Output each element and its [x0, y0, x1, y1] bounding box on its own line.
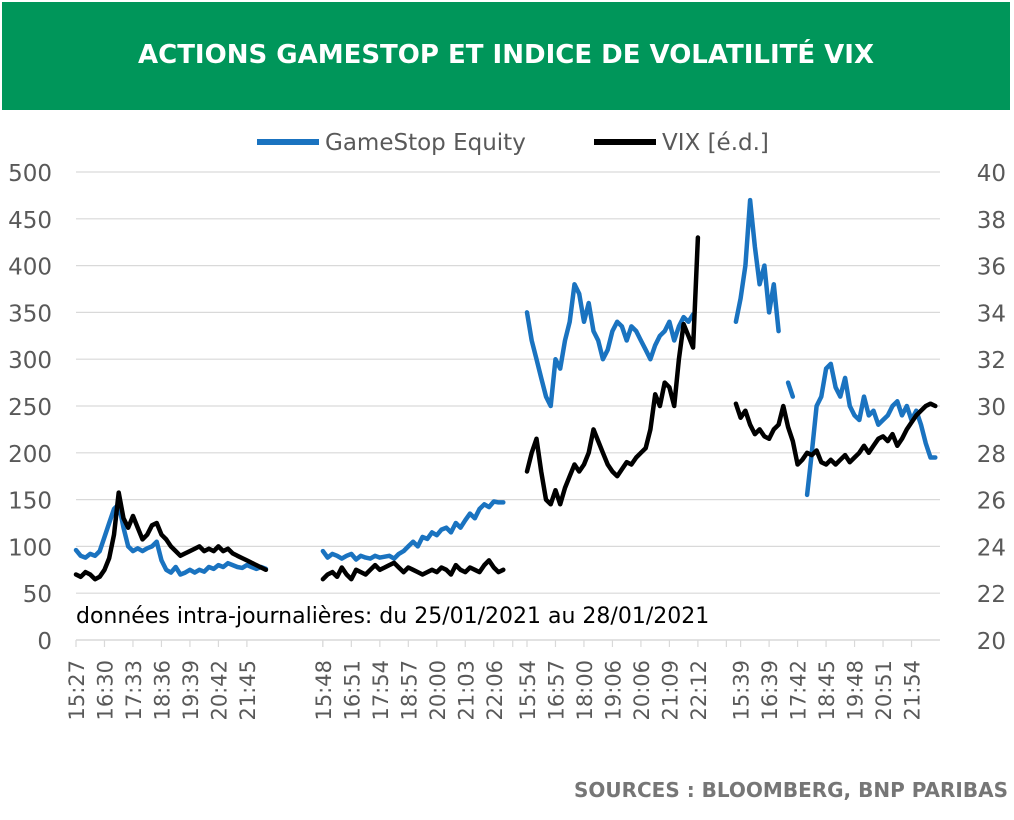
- x-tick-label: 21:45: [236, 660, 260, 721]
- y-right-tick-label: 36: [977, 255, 1006, 281]
- x-tick-label: 18:36: [150, 660, 174, 721]
- x-tick-label: 15:39: [730, 660, 754, 721]
- series-line-vix: [524, 235, 701, 507]
- y-right-tick-label: 28: [977, 442, 1006, 468]
- y-right-tick-label: 24: [977, 535, 1006, 561]
- series-line-gamestop: [804, 361, 938, 498]
- y-left-tick-label: 100: [8, 535, 52, 561]
- y-right-tick-label: 34: [977, 301, 1006, 327]
- x-tick-label: 15:54: [516, 660, 540, 721]
- x-tick-label: 19:06: [601, 660, 625, 721]
- x-tick-label: 16:30: [93, 660, 117, 721]
- sources-note: SOURCES : BLOOMBERG, BNP PARIBAS: [573, 778, 1008, 802]
- x-tick-label: 15:48: [312, 660, 336, 721]
- x-tick-label: 16:57: [544, 660, 568, 721]
- y-left-tick-label: 400: [8, 255, 52, 281]
- legend-gamestop-label: GameStop Equity: [325, 130, 526, 156]
- y-right-tick-label: 30: [977, 395, 1006, 421]
- axes: 0 50 100 150 200 250 300 350 400 450 500 20 22 24 26 28…: [8, 161, 1006, 721]
- x-tick-label: 16:39: [758, 660, 782, 721]
- series-line-gamestop: [524, 282, 696, 409]
- legend: GameStop Equity VIX [é.d.]: [257, 130, 769, 156]
- x-tick-label: 20:42: [207, 660, 231, 721]
- x-tick-label: 20:51: [872, 660, 896, 721]
- y-left-tick-label: 0: [37, 629, 52, 655]
- x-tick-label: 22:12: [687, 660, 711, 721]
- x-tick-label: 21:09: [658, 660, 682, 721]
- x-tick-label: 21:03: [454, 660, 478, 721]
- x-tick-label: 21:54: [901, 660, 925, 721]
- x-tick-label: 18:00: [573, 660, 597, 721]
- legend-vix-label: VIX [é.d.]: [662, 130, 769, 156]
- x-tick-label: 20:06: [630, 660, 654, 721]
- y-left-tick-label: 500: [8, 161, 52, 187]
- x-tick-label: 17:33: [122, 660, 146, 721]
- x-tick-label: 17:54: [369, 660, 393, 721]
- x-tick-label: 19:39: [179, 660, 203, 721]
- gridlines: [76, 171, 940, 594]
- y-left-tick-label: 200: [8, 442, 52, 468]
- y-left-tick-label: 300: [8, 348, 52, 374]
- x-tick-label: 19:48: [844, 660, 868, 721]
- x-tick-label: 22:06: [483, 660, 507, 721]
- chart-annotation: données intra-journalières: du 25/01/202…: [76, 604, 709, 629]
- y-right-tick-label: 38: [977, 208, 1006, 234]
- x-tick-label: 20:00: [426, 660, 450, 721]
- y-right-tick-label: 26: [977, 489, 1006, 515]
- series-line-gamestop: [320, 499, 506, 562]
- series-lines: [73, 197, 938, 582]
- series-line-gamestop: [785, 380, 796, 399]
- series-line-vix: [320, 558, 506, 582]
- y-left-tick-label: 250: [8, 395, 52, 421]
- x-tick-label: 15:27: [65, 660, 89, 721]
- y-left-tick-label: 50: [23, 582, 52, 608]
- x-tick-label: 17:42: [787, 660, 811, 721]
- y-right-tick-label: 32: [977, 348, 1006, 374]
- x-tick-label: 16:51: [340, 660, 364, 721]
- y-left-tick-label: 450: [8, 208, 52, 234]
- x-tick-label: 18:57: [397, 660, 421, 721]
- y-right-tick-label: 22: [977, 582, 1006, 608]
- series-line-gamestop: [733, 197, 781, 334]
- series-line-gamestop: [73, 502, 269, 577]
- y-right-tick-label: 20: [977, 629, 1006, 655]
- chart-title: ACTIONS GAMESTOP ET INDICE DE VOLATILITÉ…: [137, 40, 875, 70]
- series-line-vix: [733, 401, 938, 467]
- y-right-tick-label: 40: [977, 161, 1006, 187]
- x-tick-label: 18:45: [815, 660, 839, 721]
- y-left-tick-label: 150: [8, 489, 52, 515]
- y-left-tick-label: 350: [8, 301, 52, 327]
- title-banner: ACTIONS GAMESTOP ET INDICE DE VOLATILITÉ…: [2, 2, 1010, 110]
- series-line-vix: [73, 490, 269, 582]
